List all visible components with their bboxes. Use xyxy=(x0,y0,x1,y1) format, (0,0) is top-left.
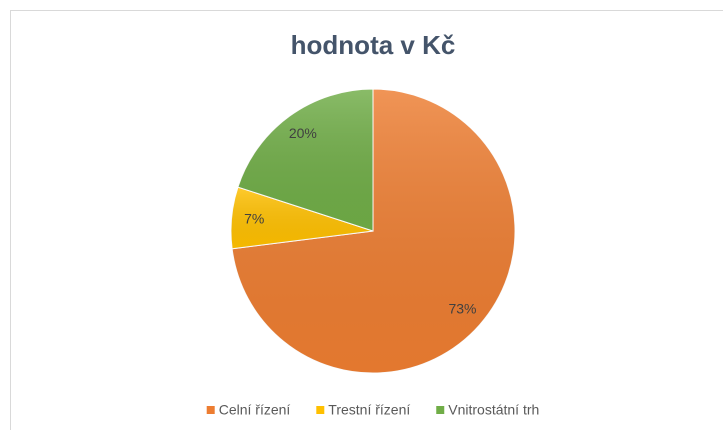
legend-label: Vnitrostátní trh xyxy=(448,402,539,418)
data-label: 73% xyxy=(448,301,476,317)
pie: 73% 7% 20% xyxy=(230,88,516,374)
legend-item: Trestní řízení xyxy=(316,402,410,418)
data-label: 7% xyxy=(244,210,264,226)
legend: Celní řízení Trestní řízení Vnitrostátní t… xyxy=(206,402,539,418)
legend-swatch xyxy=(316,406,325,414)
legend-item: Vnitrostátní trh xyxy=(436,402,539,418)
chart-title: hodnota v Kč xyxy=(291,30,456,60)
legend-swatch xyxy=(206,406,215,414)
legend-swatch xyxy=(436,406,445,414)
data-label: 20% xyxy=(289,125,317,141)
legend-label: Celní řízení xyxy=(219,402,291,418)
legend-item: Celní řízení xyxy=(206,402,291,418)
legend-label: Trestní řízení xyxy=(328,402,410,418)
